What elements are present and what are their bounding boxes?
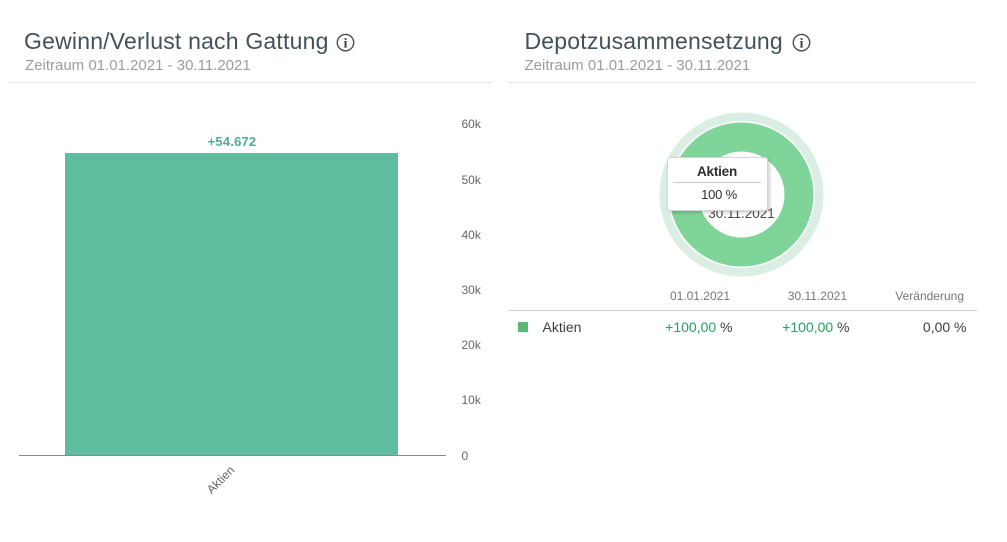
svg-text:i: i (800, 35, 804, 50)
svg-text:i: i (344, 35, 348, 50)
